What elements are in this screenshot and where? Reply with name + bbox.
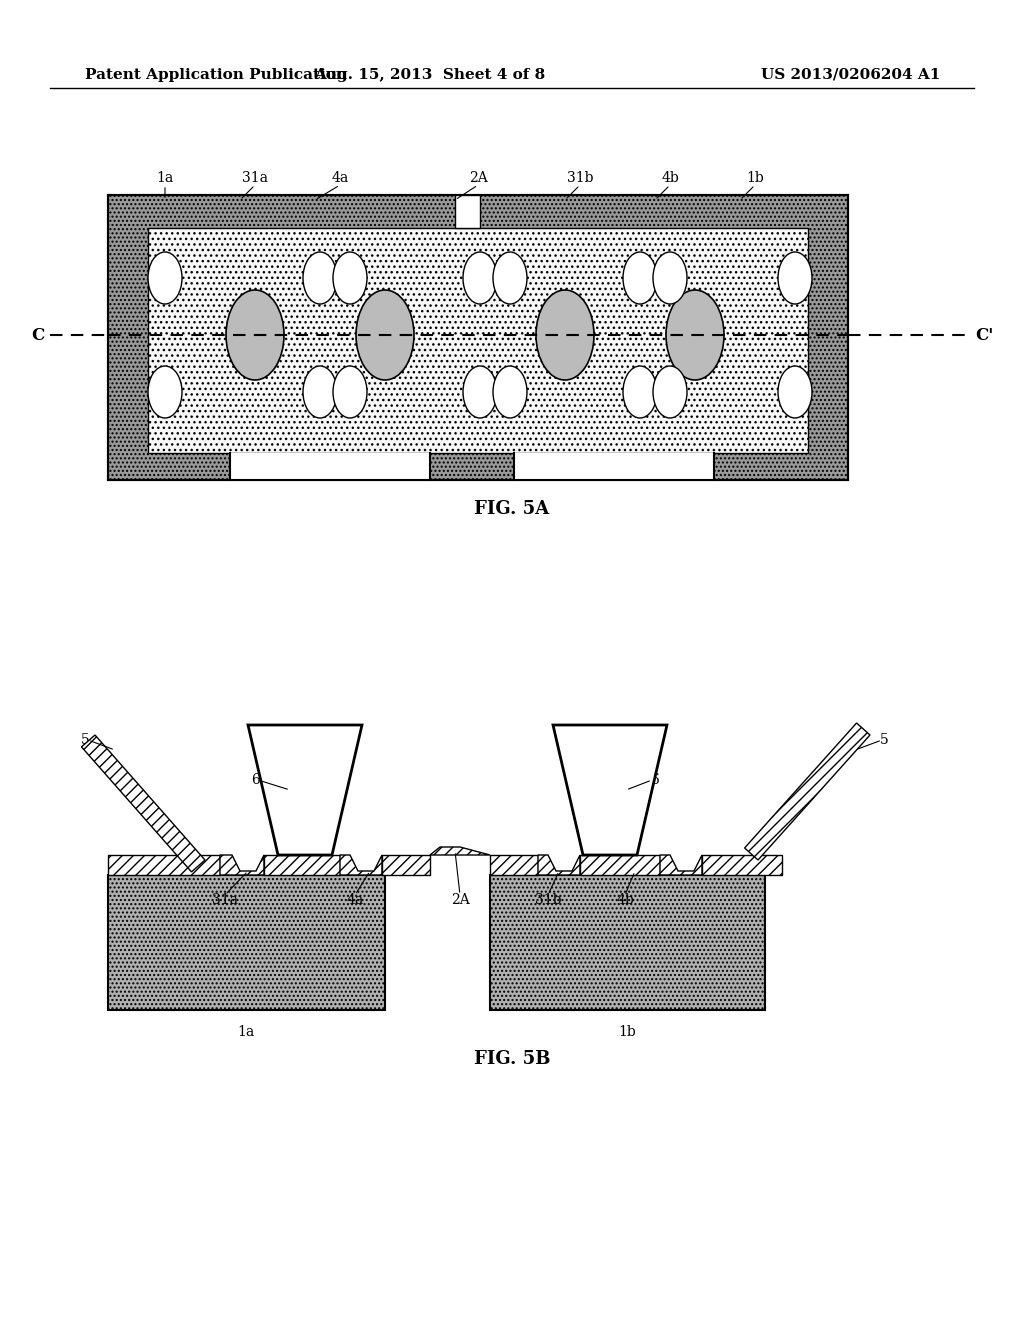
Text: 1b: 1b <box>618 1026 636 1039</box>
Polygon shape <box>538 855 580 875</box>
Text: 4b: 4b <box>616 894 634 907</box>
Text: 4a: 4a <box>332 172 348 185</box>
Text: 5: 5 <box>880 733 889 747</box>
Polygon shape <box>553 725 667 855</box>
Text: 4b: 4b <box>662 172 679 185</box>
Polygon shape <box>744 723 870 861</box>
Text: 2A: 2A <box>469 172 487 185</box>
Ellipse shape <box>463 366 497 418</box>
Text: 31a: 31a <box>242 172 268 185</box>
Text: 1a: 1a <box>157 172 174 185</box>
Ellipse shape <box>778 366 812 418</box>
Ellipse shape <box>493 366 527 418</box>
Text: Aug. 15, 2013  Sheet 4 of 8: Aug. 15, 2013 Sheet 4 of 8 <box>314 69 546 82</box>
Ellipse shape <box>493 252 527 304</box>
Bar <box>382 855 430 875</box>
Bar <box>108 195 848 480</box>
Bar <box>108 855 220 875</box>
Ellipse shape <box>623 252 657 304</box>
Text: US 2013/0206204 A1: US 2013/0206204 A1 <box>761 69 940 82</box>
Ellipse shape <box>536 290 594 380</box>
Text: 6: 6 <box>251 774 260 787</box>
Text: 31a: 31a <box>212 894 238 907</box>
Ellipse shape <box>148 366 182 418</box>
Text: 1a: 1a <box>238 1026 255 1039</box>
Ellipse shape <box>303 252 337 304</box>
Ellipse shape <box>303 366 337 418</box>
Polygon shape <box>340 855 382 875</box>
Bar <box>455 195 480 228</box>
Ellipse shape <box>356 290 414 380</box>
Text: FIG. 5B: FIG. 5B <box>474 1049 550 1068</box>
Bar <box>490 875 765 1010</box>
Bar <box>264 855 340 875</box>
Ellipse shape <box>333 252 367 304</box>
Text: 2A: 2A <box>451 894 469 907</box>
Text: 4a: 4a <box>346 894 364 907</box>
Text: 31b: 31b <box>535 894 561 907</box>
Text: 31b: 31b <box>566 172 593 185</box>
Text: FIG. 5A: FIG. 5A <box>474 500 550 517</box>
Text: 1b: 1b <box>746 172 764 185</box>
Ellipse shape <box>778 252 812 304</box>
Bar <box>230 453 430 480</box>
Bar <box>490 855 538 875</box>
Bar <box>148 228 808 453</box>
Text: 5: 5 <box>81 733 90 747</box>
Ellipse shape <box>666 290 724 380</box>
Polygon shape <box>660 855 702 875</box>
Ellipse shape <box>226 290 284 380</box>
Ellipse shape <box>653 366 687 418</box>
Ellipse shape <box>463 252 497 304</box>
Polygon shape <box>430 847 490 855</box>
Bar <box>702 855 782 875</box>
Ellipse shape <box>333 366 367 418</box>
Text: C': C' <box>975 326 993 343</box>
Bar <box>514 453 714 480</box>
Polygon shape <box>82 735 205 873</box>
Bar <box>580 855 660 875</box>
Bar <box>108 875 385 1010</box>
Ellipse shape <box>653 252 687 304</box>
Text: 6: 6 <box>650 774 658 787</box>
Text: C: C <box>32 326 45 343</box>
Ellipse shape <box>148 252 182 304</box>
Ellipse shape <box>623 366 657 418</box>
Polygon shape <box>220 855 264 875</box>
Polygon shape <box>248 725 362 855</box>
Text: Patent Application Publication: Patent Application Publication <box>85 69 347 82</box>
